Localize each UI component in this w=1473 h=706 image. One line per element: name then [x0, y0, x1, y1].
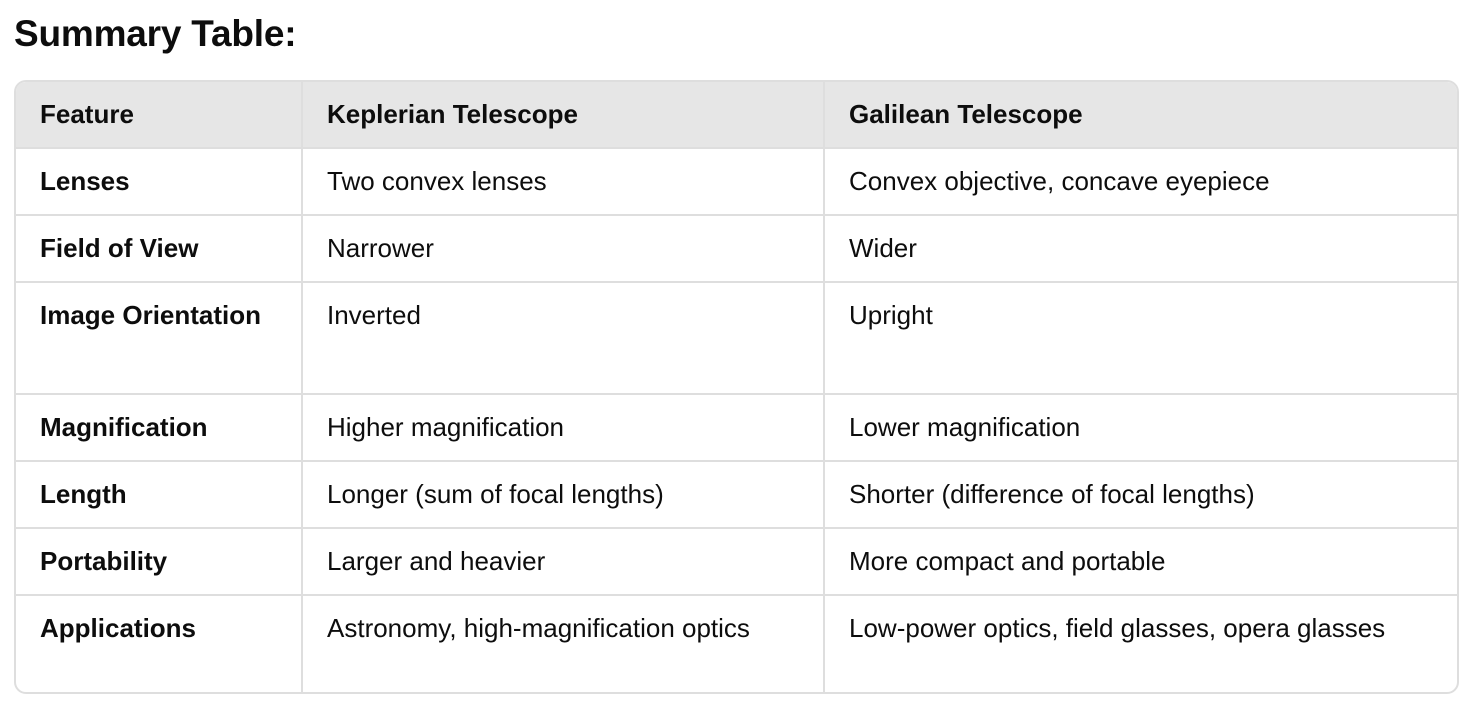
feature-cell: Lenses — [16, 148, 303, 216]
feature-cell: Portability — [16, 528, 303, 596]
table-row: Lenses Two convex lenses Convex objectiv… — [16, 148, 1457, 216]
keplerian-cell: Two convex lenses — [302, 148, 825, 216]
summary-table-container: Feature Keplerian Telescope Galilean Tel… — [14, 80, 1459, 694]
keplerian-cell: Larger and heavier — [302, 528, 825, 596]
feature-cell: Field of View — [16, 215, 303, 283]
keplerian-cell: Narrower — [302, 215, 825, 283]
galilean-cell: Lower magnification — [824, 394, 1457, 462]
header-keplerian: Keplerian Telescope — [302, 82, 825, 149]
feature-cell: Image Orientation — [16, 282, 303, 395]
keplerian-cell: Longer (sum of focal lengths) — [302, 461, 825, 529]
galilean-cell: Upright — [824, 282, 1457, 395]
feature-cell: Applications — [16, 595, 303, 692]
table-header-row: Feature Keplerian Telescope Galilean Tel… — [16, 82, 1457, 149]
header-feature: Feature — [16, 82, 303, 149]
table-row: Field of View Narrower Wider — [16, 215, 1457, 283]
keplerian-cell: Higher magnification — [302, 394, 825, 462]
table-row: Magnification Higher magnification Lower… — [16, 394, 1457, 462]
keplerian-cell: Astronomy, high-magnification optics — [302, 595, 825, 692]
table-row: Image Orientation Inverted Upright — [16, 282, 1457, 395]
table-row: Applications Astronomy, high-magnificati… — [16, 595, 1457, 692]
table-row: Portability Larger and heavier More comp… — [16, 528, 1457, 596]
page-title: Summary Table: — [14, 13, 297, 54]
galilean-cell: Convex objective, concave eyepiece — [824, 148, 1457, 216]
galilean-cell: More compact and portable — [824, 528, 1457, 596]
header-galilean: Galilean Telescope — [824, 82, 1457, 149]
galilean-cell: Shorter (difference of focal lengths) — [824, 461, 1457, 529]
galilean-cell: Wider — [824, 215, 1457, 283]
feature-cell: Magnification — [16, 394, 303, 462]
keplerian-cell: Inverted — [302, 282, 825, 395]
galilean-cell: Low-power optics, field glasses, opera g… — [849, 613, 1386, 643]
feature-cell: Length — [16, 461, 303, 529]
table-row: Length Longer (sum of focal lengths) Sho… — [16, 461, 1457, 529]
summary-table: Feature Keplerian Telescope Galilean Tel… — [16, 82, 1457, 692]
